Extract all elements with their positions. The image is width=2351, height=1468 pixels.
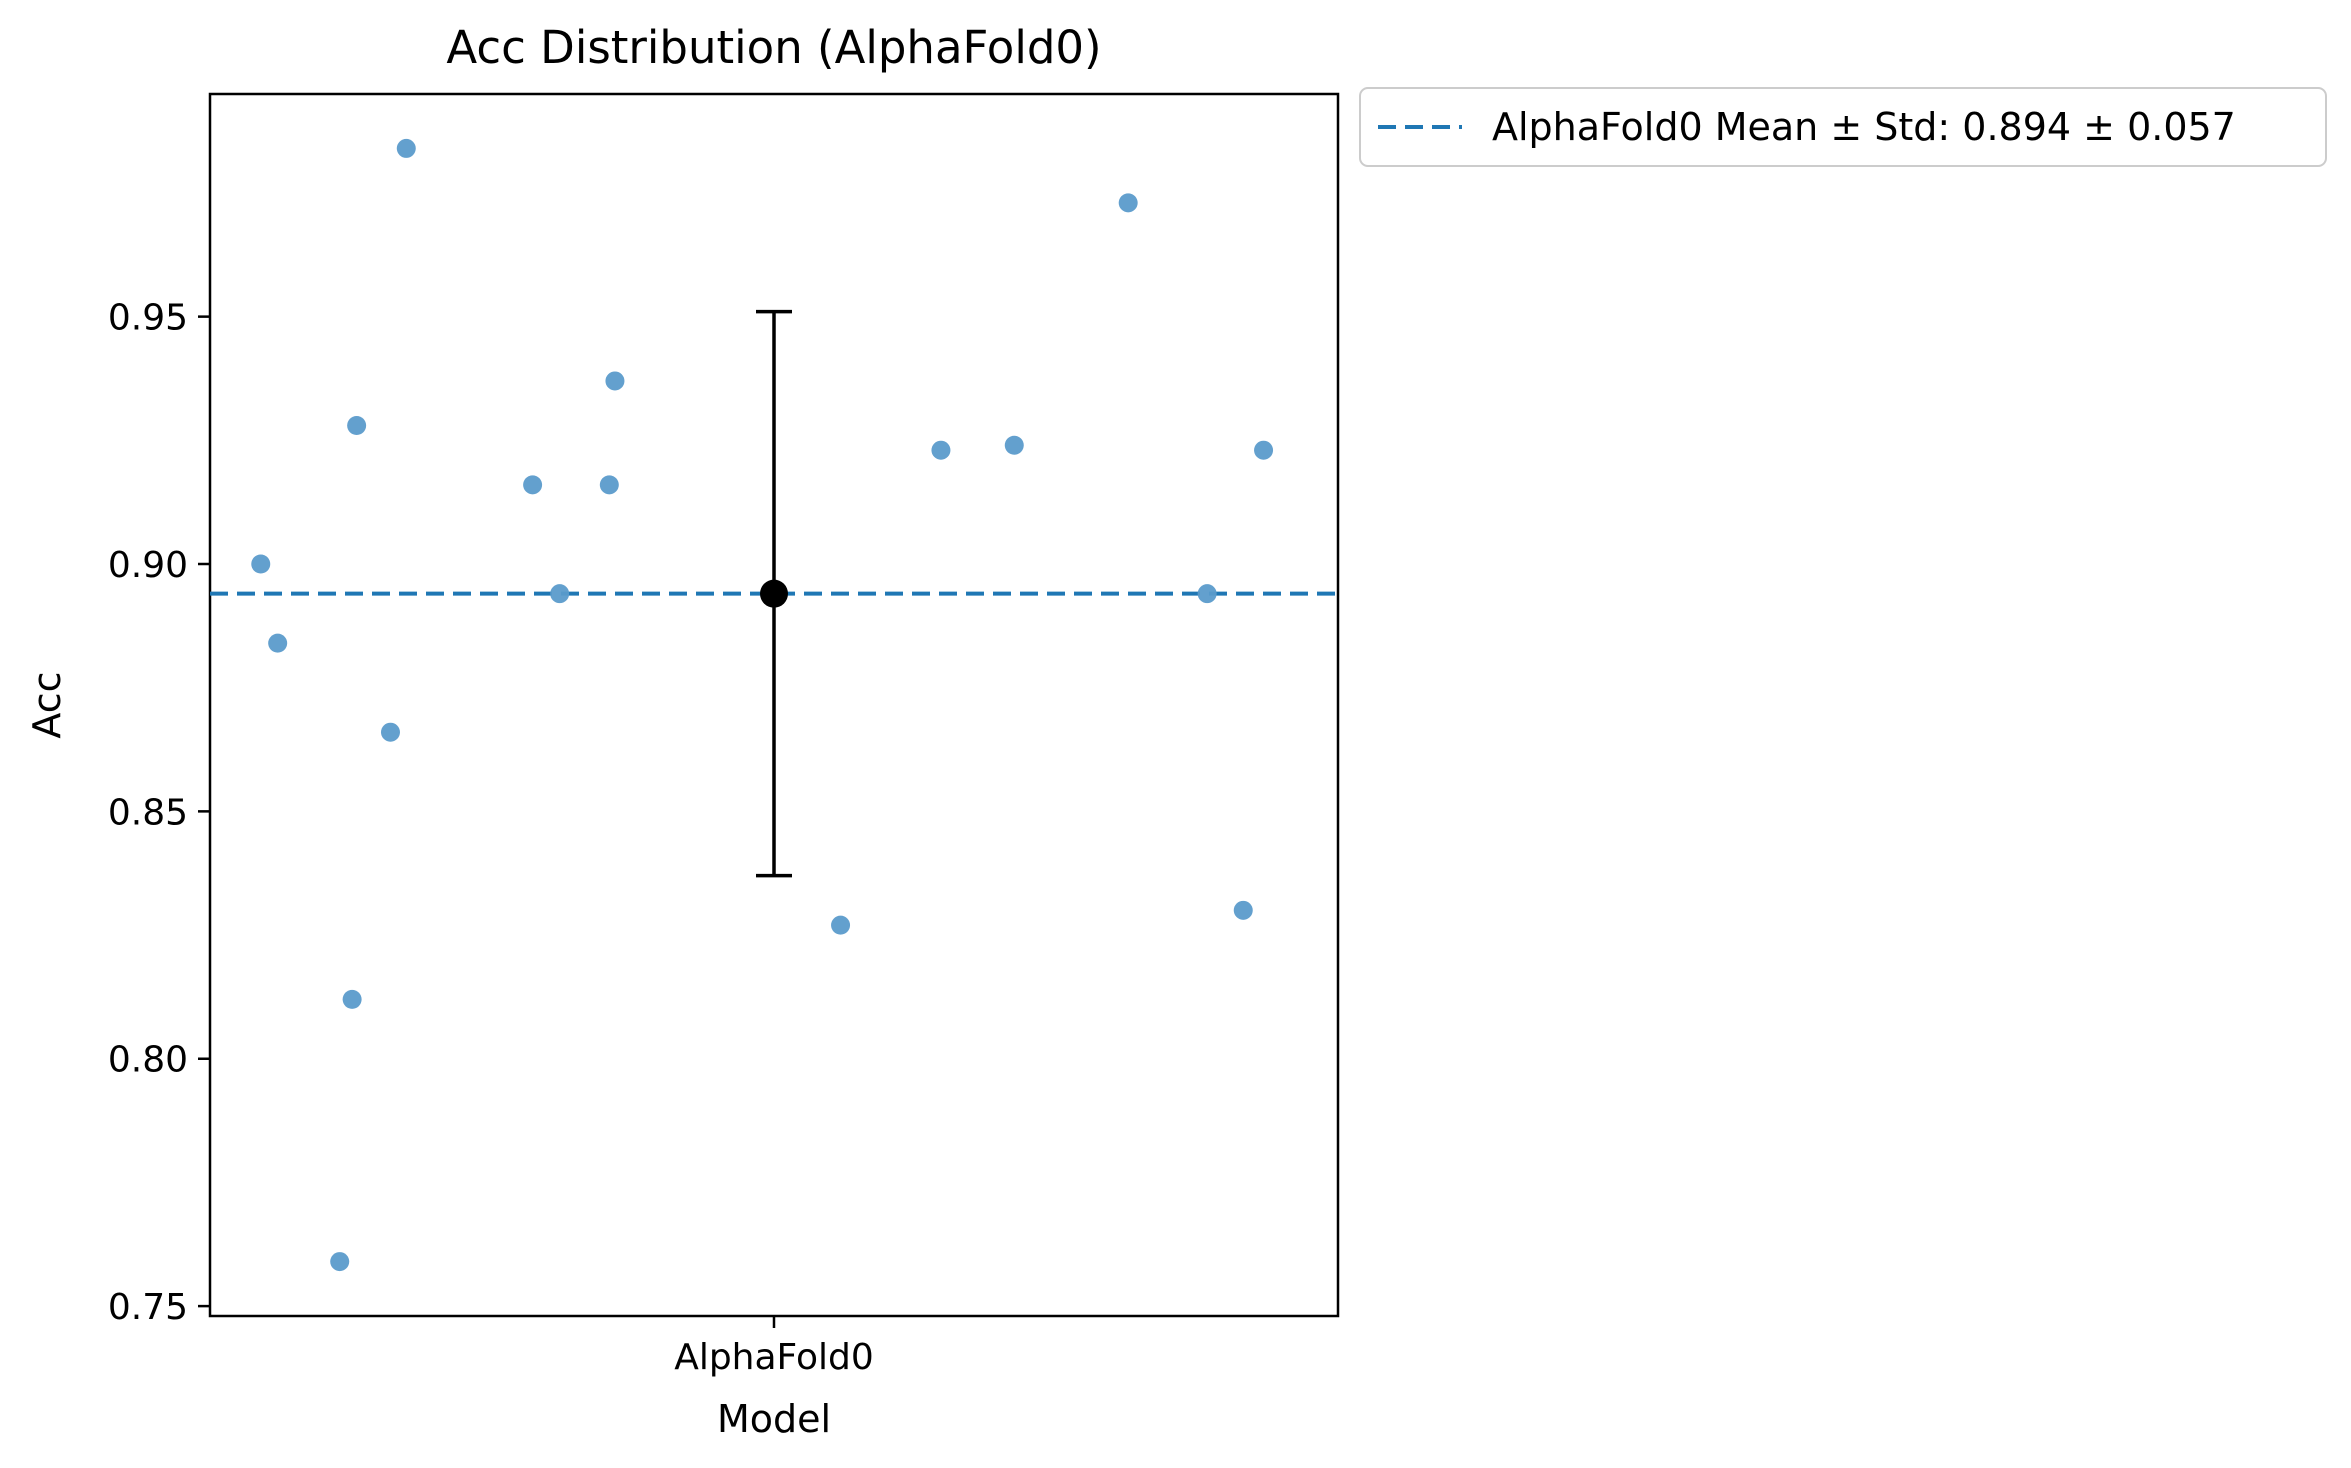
mean-marker: [760, 579, 788, 608]
y-tick-label: 0.75: [108, 1287, 188, 1328]
data-point-14: [1004, 435, 1024, 455]
data-point-15: [1118, 193, 1138, 213]
mean-std-errorbar: [756, 309, 792, 878]
data-point-13: [931, 440, 951, 460]
chart-title: Acc Distribution (AlphaFold0): [446, 21, 1101, 74]
data-point-11: [605, 371, 625, 391]
data-point-9: [550, 584, 570, 604]
x-axis-label: Model: [717, 1397, 831, 1441]
y-tick-label: 0.95: [108, 298, 188, 339]
data-point-4: [342, 989, 362, 1009]
data-point-5: [347, 415, 367, 435]
legend-label: AlphaFold0 Mean ± Std: 0.894 ± 0.057: [1492, 105, 2236, 149]
data-point-10: [599, 475, 619, 495]
data-point-3: [330, 1252, 350, 1272]
legend-frame: [1359, 87, 2327, 167]
y-tick-label: 0.90: [108, 545, 188, 586]
data-point-16: [1197, 584, 1217, 604]
plot-area: [208, 92, 1340, 1318]
data-point-6: [380, 722, 400, 742]
data-points: [251, 138, 1274, 1272]
y-tick-label: 0.85: [108, 792, 188, 833]
data-point-8: [523, 475, 543, 495]
data-point-7: [396, 138, 416, 158]
y-axis-ticks: 0.75 0.80 0.85 0.90 0.95: [108, 298, 210, 1328]
data-point-17: [1233, 900, 1253, 920]
data-point-2: [268, 633, 288, 653]
y-axis-label: Acc: [25, 671, 69, 738]
y-tick-label: 0.80: [108, 1040, 188, 1081]
x-tick-label: AlphaFold0: [674, 1337, 874, 1378]
x-axis-ticks: AlphaFold0: [674, 1316, 874, 1378]
legend: AlphaFold0 Mean ± Std: 0.894 ± 0.057: [1359, 87, 2327, 167]
data-point-18: [1254, 440, 1274, 460]
data-point-1: [251, 554, 271, 574]
data-point-12: [831, 915, 851, 935]
